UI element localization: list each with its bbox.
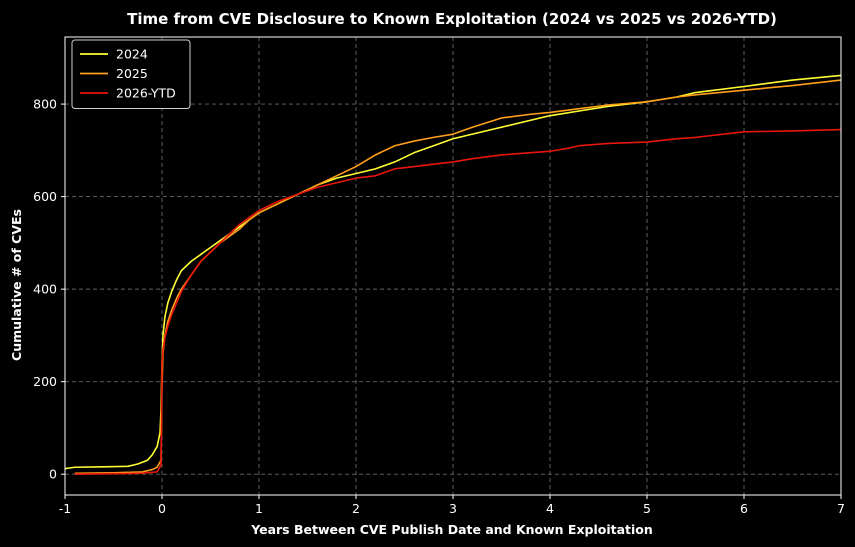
x-tick-label: 4 <box>546 501 554 516</box>
chart-title: Time from CVE Disclosure to Known Exploi… <box>127 10 777 28</box>
legend-label: 2024 <box>116 47 148 62</box>
x-tick-label: 7 <box>837 501 845 516</box>
x-tick-label: 3 <box>449 501 457 516</box>
x-tick-label: 6 <box>740 501 748 516</box>
x-tick-label: 1 <box>255 501 263 516</box>
y-tick-label: 400 <box>33 282 57 297</box>
legend-label: 2025 <box>116 66 148 81</box>
x-tick-label: 5 <box>643 501 651 516</box>
x-tick-label: -1 <box>59 501 71 516</box>
y-tick-label: 0 <box>49 467 57 482</box>
y-axis-label: Cumulative # of CVEs <box>9 209 24 361</box>
legend-label: 2026-YTD <box>116 86 176 101</box>
legend: 2024 2025 2026-YTD <box>72 40 190 109</box>
x-tick-label: 2 <box>352 501 360 516</box>
x-axis-label: Years Between CVE Publish Date and Known… <box>250 522 653 537</box>
y-tick-label: 600 <box>33 189 57 204</box>
y-tick-label: 200 <box>33 374 57 389</box>
x-tick-label: 0 <box>158 501 166 516</box>
y-tick-label: 800 <box>33 97 57 112</box>
